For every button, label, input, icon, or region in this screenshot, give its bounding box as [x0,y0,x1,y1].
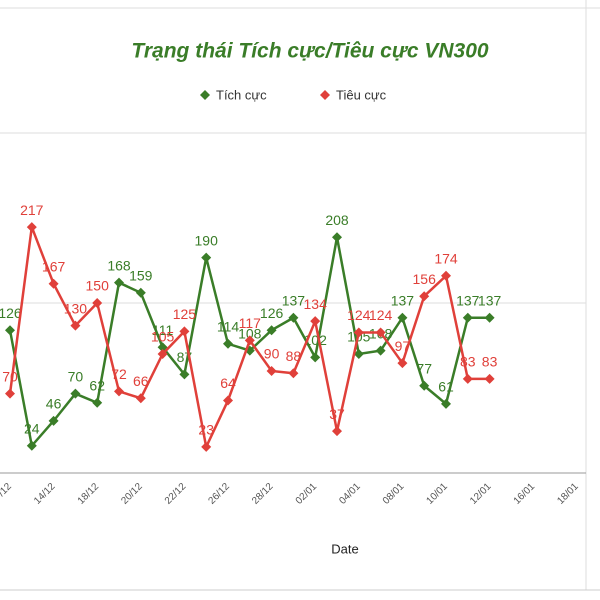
data-point [288,312,299,323]
data-label: 124 [369,307,393,323]
data-point [48,278,59,289]
legend-marker [320,90,330,100]
data-label: 156 [413,271,437,287]
data-label: 105 [151,329,175,345]
data-point [5,388,15,399]
data-label: 137 [391,292,415,308]
data-point [332,426,342,437]
data-point [419,291,430,302]
data-label: 137 [456,292,480,308]
data-point [462,312,473,323]
data-point [92,298,103,308]
data-point [462,373,473,384]
data-label: 83 [460,354,476,370]
data-point [26,440,37,451]
data-point [375,345,386,356]
data-label: 117 [239,315,262,331]
data-label: 37 [329,406,345,422]
data-label: 168 [107,257,131,273]
data-label: 137 [282,292,306,308]
data-label: 70 [68,368,84,384]
data-point [5,325,15,336]
data-point [266,325,277,336]
data-point [179,369,190,380]
chart-title: Trạng thái Tích cực/Tiêu cực VN300 [131,40,488,63]
data-point [353,349,364,359]
data-point [266,366,277,376]
legend-label: Tích cực [216,87,267,102]
data-point [223,395,233,406]
data-label: 114 [217,319,240,335]
data-point [201,441,212,452]
data-label: 125 [173,306,197,322]
data-label: 83 [482,354,498,370]
data-point [397,358,408,369]
data-label: 70 [2,368,18,384]
data-label: 62 [89,377,105,393]
data-label: 111 [152,322,173,338]
data-label: 134 [304,296,328,312]
data-point [332,232,342,243]
data-point [484,312,495,323]
data-point [484,373,495,384]
data-point [288,368,299,379]
data-label: 217 [20,202,44,218]
data-point [419,380,430,391]
data-point [114,386,124,397]
data-label: 24 [24,421,40,437]
data-point [310,352,321,363]
data-point [201,252,212,263]
data-label: 137 [478,292,502,308]
data-point [92,397,103,408]
data-label: 77 [416,360,432,376]
data-label: 66 [133,373,149,389]
data-point [48,415,59,426]
data-label: 174 [434,251,458,267]
data-point [157,349,168,359]
data-point [353,327,364,338]
x-axis-title: Date [331,541,358,556]
data-point [135,287,146,298]
data-label: 126 [260,305,284,321]
data-label: 64 [220,375,236,391]
data-label: 150 [86,278,110,294]
data-label: 90 [264,346,280,362]
data-label: 167 [42,258,66,274]
data-label: 190 [195,232,219,248]
data-point [114,277,124,288]
legend-marker [200,90,210,100]
data-label: 130 [64,300,88,316]
data-point [441,398,451,409]
data-point [70,388,81,399]
data-point [310,316,321,327]
data-point [26,222,37,233]
data-label: 97 [395,338,411,354]
data-label: 126 [0,305,22,321]
legend-label: Tiêu cực [336,87,387,102]
data-label: 61 [438,379,454,395]
data-point [135,393,146,404]
data-label: 46 [46,396,62,412]
data-point [375,327,386,338]
data-label: 72 [111,366,127,382]
data-point [441,270,451,281]
data-label: 124 [347,307,371,323]
data-point [244,335,255,346]
data-label: 108 [238,325,262,341]
data-point [397,312,408,323]
data-point [223,338,233,349]
data-label: 88 [286,348,302,364]
data-point [179,326,190,337]
data-point [70,320,81,331]
data-label: 208 [325,212,349,228]
data-label: 159 [129,268,153,284]
data-label: 23 [198,422,214,438]
